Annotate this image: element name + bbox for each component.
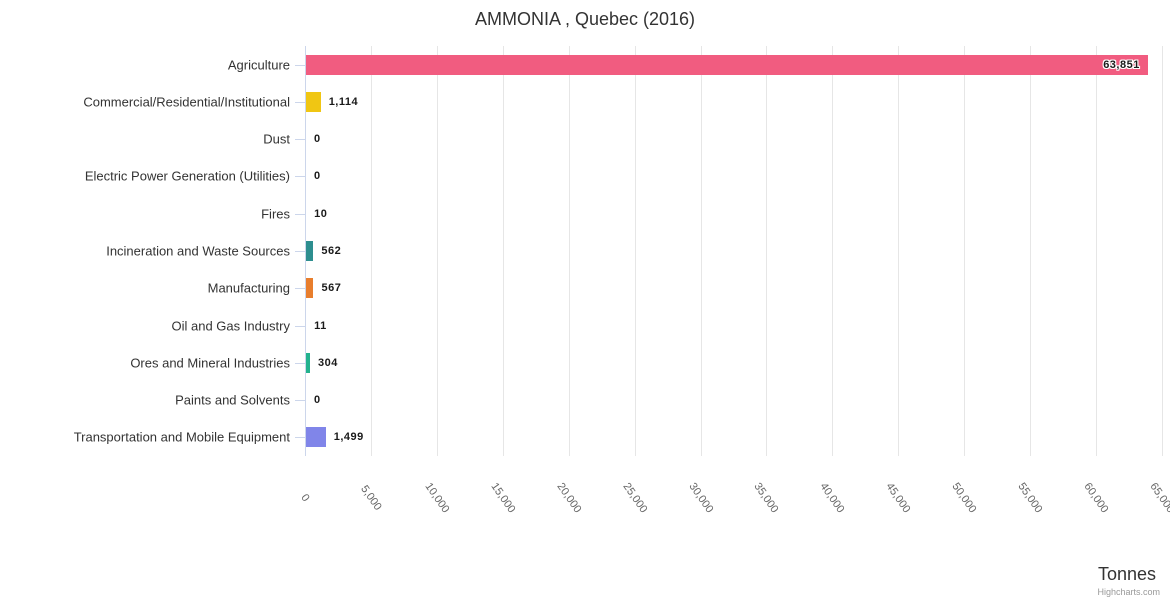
- category-label: Oil and Gas Industry: [171, 318, 291, 334]
- x-axis-tick-label: 5,000: [358, 483, 384, 513]
- category-label: Agriculture: [227, 57, 290, 73]
- value-axis-title: Tonnes: [1097, 564, 1156, 584]
- gridline: [502, 46, 504, 456]
- value-label: 1,499: [333, 431, 364, 444]
- x-axis-tick-label: 60,000: [1081, 480, 1111, 516]
- gridline: [1096, 46, 1098, 456]
- category-tick: [295, 400, 305, 401]
- x-axis-tick-label: 65,000: [1147, 480, 1170, 516]
- value-label: 0: [314, 394, 321, 407]
- bar[interactable]: [306, 353, 310, 373]
- highcharts-credit[interactable]: Highcharts.com: [1097, 587, 1160, 597]
- category-label: Manufacturing: [207, 280, 290, 296]
- value-label: 0: [314, 133, 321, 146]
- category-tick: [295, 214, 305, 215]
- x-axis-tick-label: 10,000: [422, 480, 452, 516]
- category-label: Fires: [261, 206, 290, 222]
- x-axis-tick-label: 20,000: [554, 480, 584, 516]
- category-label: Dust: [263, 131, 290, 147]
- x-axis-tick-label: 15,000: [488, 480, 518, 516]
- value-label: 562: [321, 245, 342, 257]
- category-label: Transportation and Mobile Equipment: [73, 429, 290, 445]
- category-tick: [295, 363, 305, 364]
- gridline: [832, 46, 834, 456]
- gridline: [1162, 46, 1163, 456]
- value-label: 11: [314, 319, 327, 332]
- value-label: 304: [318, 356, 338, 369]
- x-axis-tick-label: 55,000: [1015, 480, 1045, 516]
- bar[interactable]: [306, 241, 313, 261]
- value-label: 1,114: [328, 95, 359, 108]
- x-axis-tick-label: 0: [298, 492, 312, 504]
- gridline: [700, 46, 702, 456]
- category-tick: [295, 288, 305, 289]
- gridline: [568, 46, 570, 456]
- category-label: Commercial/Residential/Institutional: [83, 94, 290, 110]
- bar[interactable]: [306, 55, 1148, 75]
- gridline: [766, 46, 768, 456]
- gridline: [964, 46, 966, 456]
- x-axis-tick-label: 30,000: [685, 480, 716, 516]
- category-tick: [295, 176, 305, 177]
- category-tick: [295, 65, 305, 66]
- x-axis-tick-label: 45,000: [883, 480, 913, 516]
- bar[interactable]: [306, 92, 321, 112]
- gridline: [634, 46, 636, 456]
- x-axis-tick-label: 50,000: [949, 480, 979, 516]
- bar[interactable]: [306, 278, 313, 298]
- category-label: Electric Power Generation (Utilities): [84, 168, 290, 184]
- gridline: [898, 46, 900, 456]
- category-tick: [295, 437, 305, 438]
- gridline: [1030, 46, 1032, 456]
- category-label: Paints and Solvents: [175, 392, 290, 408]
- category-label: Ores and Mineral Industries: [130, 355, 290, 371]
- bar[interactable]: [306, 427, 326, 447]
- gridline: [436, 46, 438, 456]
- category-label: Incineration and Waste Sources: [106, 243, 290, 259]
- category-tick: [295, 102, 305, 103]
- gridline: [370, 46, 372, 456]
- value-label: 63,851: [1103, 58, 1140, 71]
- x-axis-tick-label: 35,000: [751, 480, 782, 516]
- category-tick: [295, 139, 305, 140]
- chart-title: AMMONIA , Quebec (2016): [474, 9, 696, 29]
- category-axis-line: [305, 46, 306, 456]
- x-axis-tick-label: 40,000: [817, 480, 847, 516]
- category-tick: [295, 326, 305, 327]
- x-axis-tick-label: 25,000: [620, 480, 650, 516]
- category-tick: [295, 251, 305, 252]
- value-label: 10: [314, 207, 328, 220]
- value-label: 567: [321, 282, 342, 295]
- value-label: 0: [314, 170, 321, 183]
